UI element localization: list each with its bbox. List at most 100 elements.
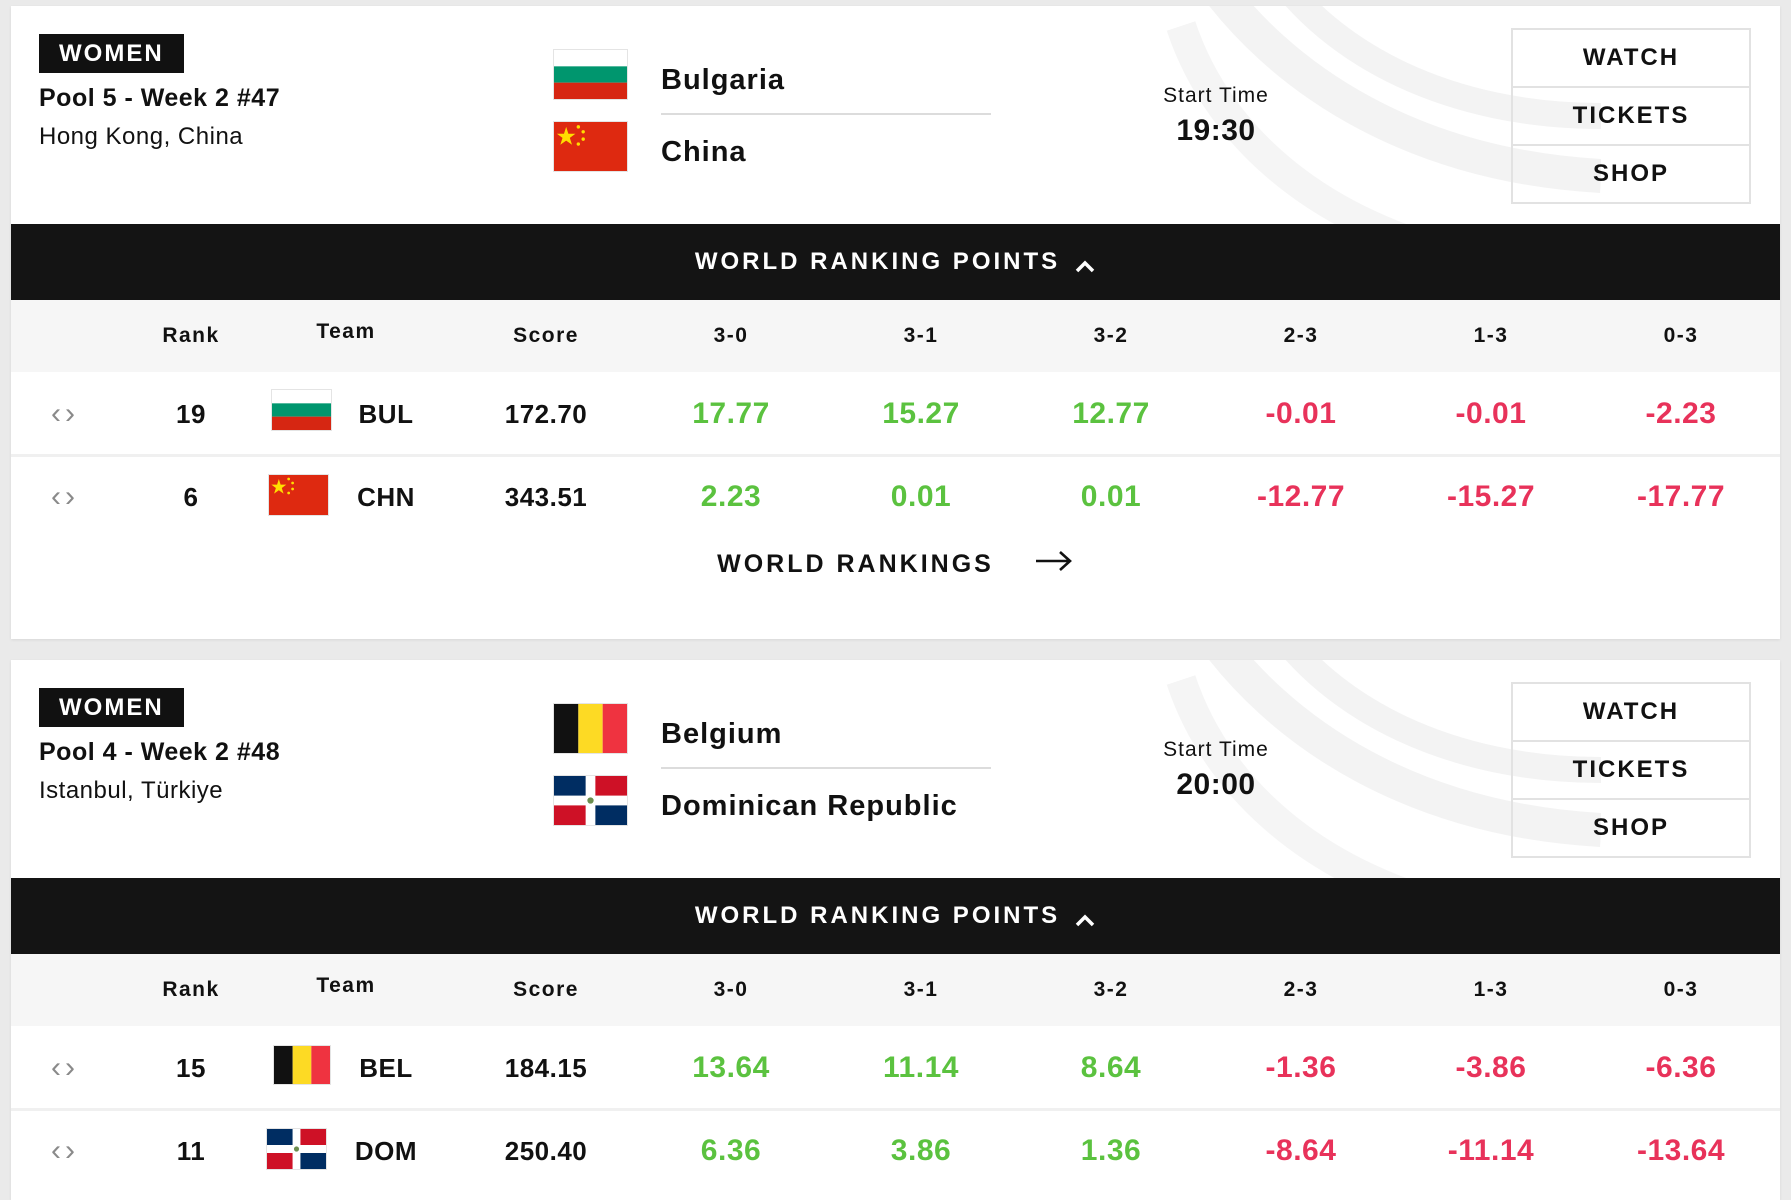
belgium-flag-icon xyxy=(274,1046,330,1084)
table-row: ‹› 15 BEL 184.15 13.64 11.14 8.64 -1.36 … xyxy=(11,1028,1780,1111)
rank-cell: 6 xyxy=(183,482,199,512)
points-3-0-cell: 13.64 xyxy=(692,1051,770,1084)
points-3-2-cell: 1.36 xyxy=(1080,1134,1142,1167)
team-code-cell: BEL xyxy=(359,1053,413,1083)
points-3-2-cell: 12.77 xyxy=(1072,397,1150,430)
points-2-3-cell: -0.01 xyxy=(1265,397,1337,430)
watch-button[interactable]: WATCH xyxy=(1513,30,1749,88)
team-code-cell: DOM xyxy=(354,1136,418,1166)
match-card: WOMEN Pool 5 - Week 2 #47 Hong Kong, Chi… xyxy=(11,6,1780,639)
world-ranking-points-label: WORLD RANKING POINTS xyxy=(694,248,1061,275)
china-flag-icon xyxy=(554,122,627,171)
start-time-label: Start Time xyxy=(1163,738,1269,761)
rank-cell: 15 xyxy=(176,1053,206,1083)
points-3-2-cell: 8.64 xyxy=(1080,1051,1142,1084)
points-2-3-cell: -8.64 xyxy=(1265,1134,1337,1167)
rank-header: Rank xyxy=(162,978,220,1001)
bulgaria-flag-icon xyxy=(554,50,627,99)
world-rankings-link[interactable]: WORLD RANKINGS xyxy=(11,539,1780,589)
table-row: ‹› 19 BUL 172.70 17.77 15.27 12.77 -0.01… xyxy=(11,374,1780,457)
score-cell: 172.70 xyxy=(504,399,588,429)
pool-label: Pool 4 - Week 2 #48 xyxy=(39,738,281,766)
points-3-1-cell: 11.14 xyxy=(883,1051,959,1084)
points-2-3-cell: -1.36 xyxy=(1265,1051,1337,1084)
result-3-2-header: 3-2 xyxy=(1093,978,1129,1001)
pool-label: Pool 5 - Week 2 #47 xyxy=(39,84,281,112)
chevron-left-right-icon[interactable]: ‹› xyxy=(51,1051,79,1084)
rank-cell: 11 xyxy=(176,1136,206,1166)
world-ranking-points-toggle[interactable]: WORLD RANKING POINTS xyxy=(11,878,1780,954)
result-3-2-header: 3-2 xyxy=(1093,324,1129,347)
table-row: ‹› 11 DOM 250.40 6.36 3.86 1.36 -8.64 -1… xyxy=(11,1111,1780,1191)
points-1-3-cell: -3.86 xyxy=(1455,1051,1527,1084)
tickets-button[interactable]: TICKETS xyxy=(1513,742,1749,800)
result-1-3-header: 1-3 xyxy=(1473,978,1509,1001)
result-3-0-header: 3-0 xyxy=(713,324,749,347)
score-cell: 184.15 xyxy=(504,1053,588,1083)
result-0-3-header: 0-3 xyxy=(1663,978,1699,1001)
world-rankings-label: WORLD RANKINGS xyxy=(717,549,994,578)
tickets-button[interactable]: TICKETS xyxy=(1513,88,1749,146)
points-3-0-cell: 17.77 xyxy=(692,397,770,430)
points-1-3-cell: -11.14 xyxy=(1447,1134,1535,1167)
points-3-1-cell: 3.86 xyxy=(890,1134,952,1167)
rank-header: Rank xyxy=(162,324,220,347)
score-header: Score xyxy=(513,978,579,1001)
shop-button[interactable]: SHOP xyxy=(1592,160,1669,187)
match-header: WOMEN Pool 4 - Week 2 #48 Istanbul, Türk… xyxy=(11,660,1780,878)
points-3-1-cell: 0.01 xyxy=(890,480,952,513)
team-header: Team xyxy=(316,974,376,997)
points-0-3-cell: -6.36 xyxy=(1645,1051,1717,1084)
match-actions: WATCH TICKETS SHOP xyxy=(1511,28,1751,204)
table-row: ‹› 6 CHN 343.51 2.23 0.01 0.01 -12.77 -1… xyxy=(11,457,1780,537)
match-actions: WATCH TICKETS SHOP xyxy=(1511,682,1751,858)
chevron-left-right-icon[interactable]: ‹› xyxy=(51,1134,79,1167)
points-table-header: Rank Team Score 3-0 3-1 3-2 2-3 1-3 0-3 xyxy=(11,300,1780,372)
match-card: WOMEN Pool 4 - Week 2 #48 Istanbul, Türk… xyxy=(11,660,1780,1200)
match-header: WOMEN Pool 5 - Week 2 #47 Hong Kong, Chi… xyxy=(11,6,1780,224)
dominican-republic-flag-icon xyxy=(267,1129,326,1169)
team-b-name[interactable]: China xyxy=(661,136,747,168)
category-badge: WOMEN xyxy=(39,688,184,727)
start-time-value: 19:30 xyxy=(1176,114,1256,147)
bulgaria-flag-icon xyxy=(272,390,331,430)
start-time-label: Start Time xyxy=(1163,84,1269,107)
team-b-name[interactable]: Dominican Republic xyxy=(661,790,958,822)
result-3-0-header: 3-0 xyxy=(713,978,749,1001)
dominican-republic-flag-icon xyxy=(554,776,627,825)
chevron-left-right-icon[interactable]: ‹› xyxy=(51,397,79,430)
points-0-3-cell: -2.23 xyxy=(1645,397,1717,430)
result-3-1-header: 3-1 xyxy=(903,324,939,347)
score-header: Score xyxy=(513,324,579,347)
points-3-0-cell: 2.23 xyxy=(700,480,762,513)
arrow-right-icon xyxy=(1034,549,1074,580)
chevron-up-icon xyxy=(1074,905,1096,931)
points-3-1-cell: 15.27 xyxy=(882,397,960,430)
category-badge: WOMEN xyxy=(39,34,184,73)
score-cell: 250.40 xyxy=(504,1136,588,1166)
result-1-3-header: 1-3 xyxy=(1473,324,1509,347)
team-a-name[interactable]: Belgium xyxy=(661,718,783,750)
watch-button[interactable]: WATCH xyxy=(1513,684,1749,742)
chevron-left-right-icon[interactable]: ‹› xyxy=(51,480,79,513)
team-code-cell: BUL xyxy=(358,399,414,429)
team-code-cell: CHN xyxy=(357,482,415,512)
points-0-3-cell: -13.64 xyxy=(1636,1134,1726,1167)
score-cell: 343.51 xyxy=(504,482,588,512)
points-1-3-cell: -15.27 xyxy=(1446,480,1536,513)
team-divider xyxy=(661,767,991,769)
result-3-1-header: 3-1 xyxy=(903,978,939,1001)
world-ranking-points-toggle[interactable]: WORLD RANKING POINTS xyxy=(11,224,1780,300)
world-ranking-points-label: WORLD RANKING POINTS xyxy=(694,902,1061,929)
shop-button[interactable]: SHOP xyxy=(1592,814,1669,841)
china-flag-icon xyxy=(269,475,328,515)
points-3-0-cell: 6.36 xyxy=(700,1134,762,1167)
points-3-2-cell: 0.01 xyxy=(1080,480,1142,513)
points-0-3-cell: -17.77 xyxy=(1636,480,1726,513)
venue-label: Hong Kong, China xyxy=(39,123,244,150)
team-divider xyxy=(661,113,991,115)
start-time-value: 20:00 xyxy=(1176,768,1256,801)
team-a-name[interactable]: Bulgaria xyxy=(661,64,786,96)
chevron-up-icon xyxy=(1074,251,1096,277)
rank-cell: 19 xyxy=(176,399,206,429)
